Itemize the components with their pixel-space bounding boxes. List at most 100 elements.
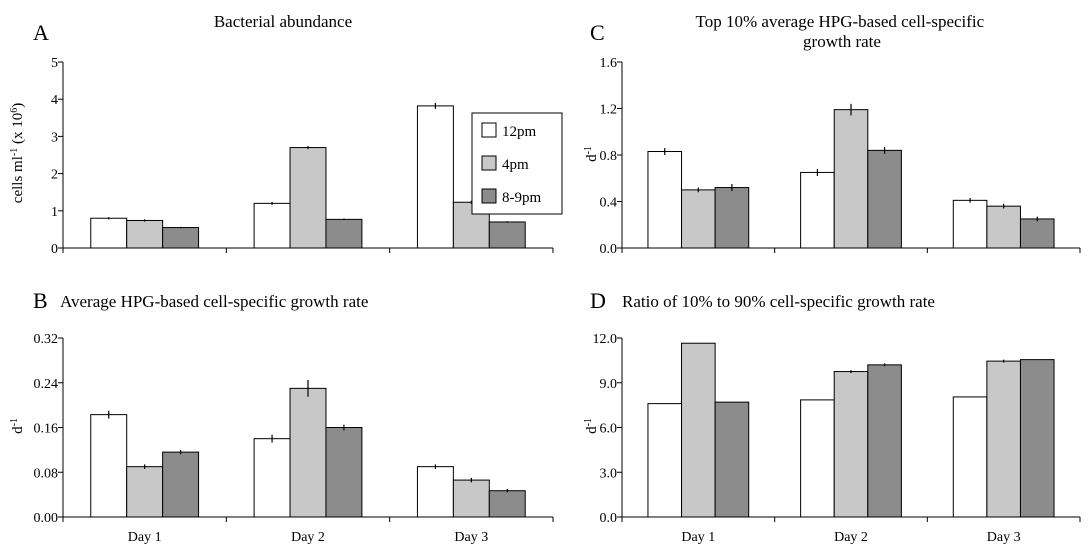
panel-b-y-tick-label: 0.08 (34, 466, 59, 481)
panel-b-ylabel: d-1 (9, 418, 26, 434)
panel-c-y-tick-label: 1.2 (600, 103, 618, 118)
bar-d-day-3-8-9pm (1019, 359, 1055, 518)
panel-d-category-label: Day 1 (681, 530, 715, 545)
bar-c-day-3-8-9pm (1019, 218, 1055, 249)
panel-a-title: Bacterial abundance (214, 12, 352, 31)
panel-a-y-tick-label: 2 (51, 168, 58, 183)
bar-d-day-1-8-9pm (714, 401, 750, 518)
panel-c-y-tick-label: 0.4 (600, 196, 618, 211)
panel-b-y-tick-label: 0.00 (34, 511, 59, 526)
bar-d-day-2-12pm (800, 399, 835, 518)
panel-a-y-tick-label: 5 (51, 56, 58, 71)
bar-c-day-1-12pm (647, 151, 683, 249)
panel-a-plot: 0 1 2 3 4 5 (51, 56, 554, 257)
panel-c-ylabel-sup1: -1 (583, 146, 594, 154)
panel-d: D Ratio of 10% to 90% cell-specific grow… (583, 288, 1081, 545)
bar-a-day-1-8-9pm (162, 227, 200, 249)
bar-b-day-3-12pm (416, 466, 454, 518)
legend-label-4pm: 4pm (502, 157, 529, 173)
panel-c-ylabel: d-1 (583, 146, 600, 162)
panel-c-title-line-1: Top 10% average HPG-based cell-specific (696, 12, 985, 31)
bar-c-day-2-8-9pm (867, 149, 902, 249)
panel-d-letter: D (590, 288, 606, 313)
panel-d-y-tick-label: 6.0 (600, 422, 618, 437)
panel-c-letter: C (590, 20, 605, 45)
panel-b-y-tick-label: 0.32 (34, 332, 59, 347)
legend-label-12pm: 12pm (502, 124, 537, 140)
panel-a-ylabel-sup1: -1 (9, 148, 20, 156)
panel-b-category-label: Day 2 (291, 530, 325, 545)
panel-b-y-tick-label: 0.24 (34, 377, 59, 392)
panel-c-ylabel-pre: d (584, 154, 600, 162)
panel-c-plot: 0.0 0.4 0.8 1.2 1.6 (600, 56, 1081, 257)
panel-d-ylabel-pre: d (584, 426, 600, 434)
bar-b-day-3-4pm (452, 479, 490, 518)
bar-d-day-1-12pm (647, 403, 683, 518)
bar-a-day-3-8-9pm (488, 221, 526, 249)
bar-a-day-2-8-9pm (325, 218, 363, 249)
bar-b-day-2-4pm (289, 387, 327, 518)
panel-d-category-label: Day 3 (987, 530, 1021, 545)
legend: 12pm 4pm 8-9pm (471, 112, 563, 215)
bar-d-day-3-12pm (952, 396, 988, 518)
bar-b-day-2-8-9pm (325, 427, 363, 518)
bar-a-day-1-12pm (90, 217, 128, 249)
panel-a-ylabel: cells ml-1 (x 106) (9, 103, 26, 203)
panel-b-category-label: Day 3 (454, 530, 488, 545)
bar-b-day-1-12pm (90, 414, 128, 518)
panel-d-ylabel: d-1 (583, 418, 600, 434)
legend-label-8-9pm: 8-9pm (502, 190, 541, 206)
panel-c-y-tick-label: 0.8 (600, 149, 618, 164)
panel-b-letter: B (33, 288, 48, 313)
panel-b-ylabel-sup1: -1 (9, 418, 20, 426)
bar-a-day-1-4pm (126, 219, 164, 249)
panel-b-y-tick-label: 0.16 (34, 422, 59, 437)
bar-b-day-3-8-9pm (488, 490, 526, 518)
bar-c-day-3-12pm (952, 199, 988, 249)
bar-c-day-1-8-9pm (714, 187, 750, 249)
bar-d-day-3-4pm (986, 360, 1021, 518)
panel-a-y-tick-label: 4 (51, 93, 58, 108)
bar-c-day-2-12pm (800, 171, 835, 249)
bar-a-day-2-4pm (289, 147, 327, 249)
bar-b-day-2-12pm (253, 438, 291, 518)
panel-a-ylabel-pre: cells ml (10, 156, 26, 203)
bar-b-day-1-8-9pm (162, 451, 200, 518)
bar-a-day-3-12pm (416, 105, 454, 249)
panel-c-y-tick-label: 0.0 (600, 242, 618, 257)
panel-b-ylabel-pre: d (10, 426, 26, 434)
panel-d-y-tick-label: 0.0 (600, 511, 618, 526)
panel-a-y-tick-label: 3 (51, 130, 58, 145)
panel-b-category-label: Day 1 (128, 530, 162, 545)
bar-d-day-2-4pm (833, 371, 869, 518)
bar-c-day-1-4pm (681, 189, 716, 249)
panel-c-title-line-2: growth rate (803, 32, 881, 51)
panel-b-title: Average HPG-based cell-specific growth r… (60, 292, 368, 311)
panel-d-y-tick-label: 3.0 (600, 466, 618, 481)
bar-c-day-2-4pm (833, 109, 869, 249)
bar-d-day-1-4pm (681, 342, 716, 518)
legend-swatch-4pm (481, 155, 497, 171)
panel-d-ylabel-sup1: -1 (583, 418, 594, 426)
panel-c-title: Top 10% average HPG-based cell-specific … (696, 12, 989, 51)
bar-b-day-1-4pm (126, 466, 164, 518)
bar-c-day-3-4pm (986, 205, 1021, 249)
panel-a-y-tick-label: 0 (51, 242, 58, 257)
legend-swatch-12pm (481, 122, 497, 138)
bar-a-day-2-12pm (253, 202, 291, 249)
panel-d-title: Ratio of 10% to 90% cell-specific growth… (622, 292, 935, 311)
panel-b: B Average HPG-based cell-specific growth… (9, 288, 554, 545)
panel-a-ylabel-sup2: 6 (9, 108, 20, 113)
panel-d-plot: 0.0 3.0 6.0 9.0 12.0 Day 1 Day 2 Day 3 (593, 332, 1081, 545)
panel-a-y-tick-label: 1 (51, 205, 58, 220)
bar-d-day-2-8-9pm (867, 364, 902, 518)
panel-a-ylabel-mid: (x 10 (10, 113, 26, 148)
panel-d-y-tick-label: 12.0 (593, 332, 618, 347)
panel-d-category-label: Day 2 (834, 530, 868, 545)
panel-d-y-tick-label: 9.0 (600, 377, 618, 392)
panel-a-letter: A (33, 20, 49, 45)
panel-c-y-tick-label: 1.6 (600, 56, 618, 71)
panel-b-plot: 0.00 0.08 0.16 0.24 0.32 Day 1 Day 2 Day 3 (34, 332, 554, 545)
panel-a: A Bacterial abundance cells ml-1 (x 106)… (9, 12, 563, 257)
